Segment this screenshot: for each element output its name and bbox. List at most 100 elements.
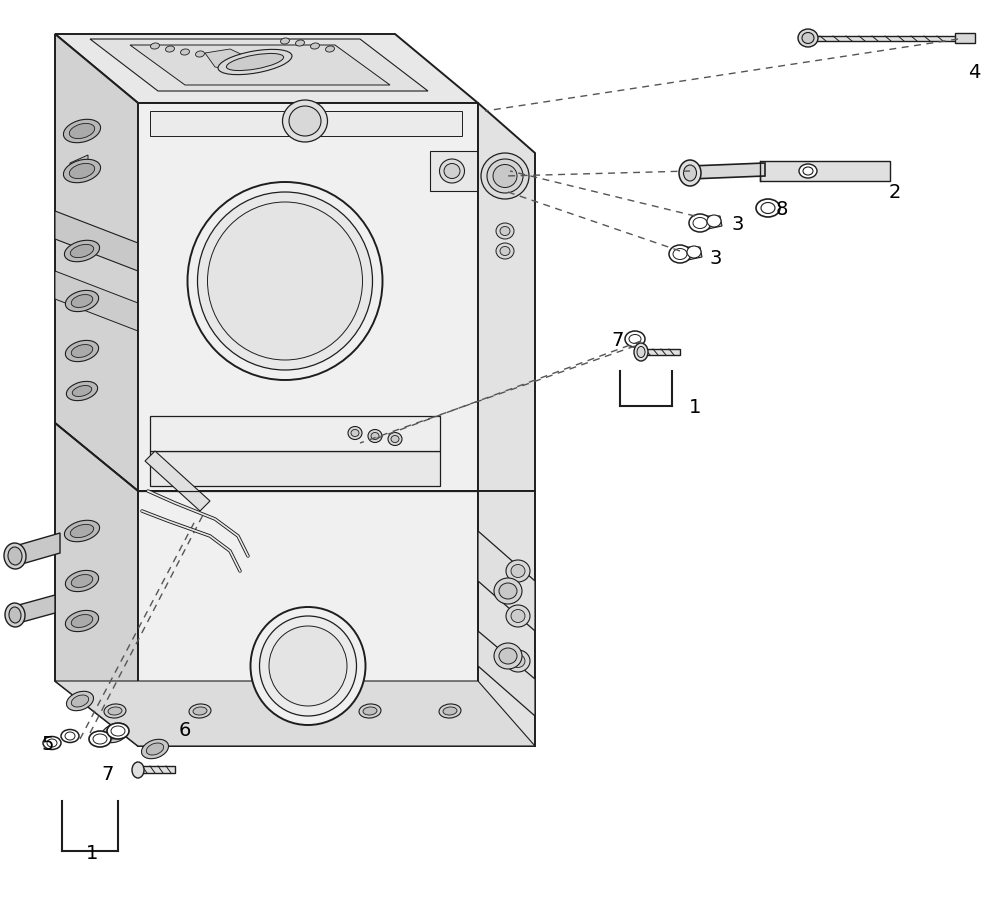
Ellipse shape xyxy=(107,723,129,739)
Text: 4: 4 xyxy=(968,63,980,81)
Ellipse shape xyxy=(443,707,457,715)
Ellipse shape xyxy=(499,649,517,664)
Polygon shape xyxy=(430,152,478,192)
Polygon shape xyxy=(205,50,260,72)
Ellipse shape xyxy=(439,704,461,718)
Polygon shape xyxy=(150,452,440,486)
Ellipse shape xyxy=(66,691,94,711)
Ellipse shape xyxy=(371,433,379,440)
Ellipse shape xyxy=(493,165,517,189)
Ellipse shape xyxy=(506,605,530,628)
Ellipse shape xyxy=(500,247,510,256)
Ellipse shape xyxy=(499,583,517,599)
Polygon shape xyxy=(706,217,722,230)
Ellipse shape xyxy=(511,609,525,623)
Ellipse shape xyxy=(802,34,814,45)
Ellipse shape xyxy=(64,241,100,262)
Ellipse shape xyxy=(63,120,101,144)
Ellipse shape xyxy=(198,193,373,371)
Ellipse shape xyxy=(63,160,101,183)
Ellipse shape xyxy=(66,382,98,401)
Polygon shape xyxy=(760,162,890,182)
Text: 2: 2 xyxy=(889,182,901,201)
Ellipse shape xyxy=(151,44,159,50)
Text: 7: 7 xyxy=(102,764,114,783)
Ellipse shape xyxy=(69,124,95,139)
Ellipse shape xyxy=(71,615,93,628)
Ellipse shape xyxy=(111,726,125,736)
Polygon shape xyxy=(140,766,175,773)
Polygon shape xyxy=(130,46,390,86)
Ellipse shape xyxy=(625,332,645,348)
Ellipse shape xyxy=(61,730,79,742)
Ellipse shape xyxy=(4,544,26,569)
Text: 7: 7 xyxy=(612,330,624,349)
Ellipse shape xyxy=(71,295,93,308)
Ellipse shape xyxy=(208,203,363,361)
Polygon shape xyxy=(55,271,138,332)
Ellipse shape xyxy=(500,227,510,236)
Ellipse shape xyxy=(193,707,207,715)
Polygon shape xyxy=(55,35,138,491)
Ellipse shape xyxy=(181,50,189,56)
Ellipse shape xyxy=(65,292,99,312)
Ellipse shape xyxy=(496,224,514,240)
Ellipse shape xyxy=(104,704,126,718)
Ellipse shape xyxy=(798,30,818,48)
Ellipse shape xyxy=(47,739,57,747)
Ellipse shape xyxy=(481,154,529,200)
Ellipse shape xyxy=(9,608,21,623)
Ellipse shape xyxy=(251,608,366,725)
Ellipse shape xyxy=(93,734,107,744)
Ellipse shape xyxy=(687,247,701,259)
Ellipse shape xyxy=(65,732,75,740)
Ellipse shape xyxy=(506,650,530,672)
Ellipse shape xyxy=(388,433,402,446)
Ellipse shape xyxy=(296,41,304,47)
Ellipse shape xyxy=(637,347,645,358)
Ellipse shape xyxy=(756,200,780,218)
Ellipse shape xyxy=(71,345,93,358)
Ellipse shape xyxy=(629,335,641,344)
Ellipse shape xyxy=(132,763,144,778)
Ellipse shape xyxy=(496,244,514,260)
Ellipse shape xyxy=(506,560,530,582)
Ellipse shape xyxy=(72,386,92,397)
Ellipse shape xyxy=(511,565,525,578)
Text: 3: 3 xyxy=(732,214,744,233)
Polygon shape xyxy=(478,531,535,631)
Polygon shape xyxy=(690,164,765,179)
Polygon shape xyxy=(643,350,680,355)
Ellipse shape xyxy=(226,55,284,71)
Text: 1: 1 xyxy=(86,844,98,863)
Ellipse shape xyxy=(673,250,687,261)
Ellipse shape xyxy=(368,430,382,443)
Text: 8: 8 xyxy=(776,200,788,219)
Ellipse shape xyxy=(669,246,691,263)
Ellipse shape xyxy=(684,166,696,182)
Text: 3: 3 xyxy=(710,248,722,267)
Ellipse shape xyxy=(799,165,817,179)
Polygon shape xyxy=(138,104,478,491)
Ellipse shape xyxy=(189,704,211,718)
Ellipse shape xyxy=(487,159,523,194)
Ellipse shape xyxy=(693,219,707,230)
Ellipse shape xyxy=(494,643,522,670)
Ellipse shape xyxy=(289,107,321,137)
Ellipse shape xyxy=(65,571,99,592)
Ellipse shape xyxy=(70,525,94,538)
Ellipse shape xyxy=(89,732,111,747)
Ellipse shape xyxy=(511,655,525,668)
Polygon shape xyxy=(15,534,60,567)
Ellipse shape xyxy=(440,159,464,184)
Polygon shape xyxy=(150,112,462,137)
Ellipse shape xyxy=(196,52,204,58)
Polygon shape xyxy=(150,416,440,452)
Ellipse shape xyxy=(679,161,701,187)
Ellipse shape xyxy=(326,46,334,53)
Ellipse shape xyxy=(761,203,775,214)
Polygon shape xyxy=(478,491,535,746)
Polygon shape xyxy=(55,211,138,271)
Polygon shape xyxy=(90,40,428,92)
Ellipse shape xyxy=(634,343,648,362)
